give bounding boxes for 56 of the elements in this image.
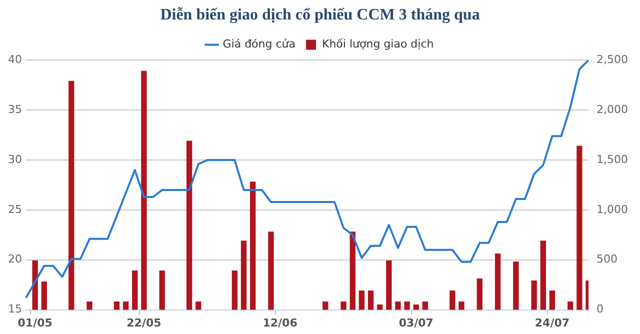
- bar: [141, 70, 147, 310]
- chart-title: Diễn biến giao dịch cổ phiếu CCM 3 tháng qua: [160, 6, 480, 24]
- x-tick-label: 24/07: [534, 316, 570, 330]
- y-tick-label: 25: [8, 202, 22, 216]
- bar: [32, 260, 38, 310]
- bar: [41, 282, 47, 310]
- legend-label: Khối lượng giao dịch: [322, 38, 434, 51]
- bar: [494, 254, 501, 310]
- bar: [450, 290, 456, 310]
- bar: [404, 301, 410, 310]
- y-tick-label: 15: [8, 302, 22, 316]
- bar: [540, 240, 546, 310]
- bar: [513, 262, 519, 310]
- bar: [122, 301, 129, 310]
- y-tick-label: 30: [8, 152, 22, 166]
- y2-tick-label: 1,500: [596, 152, 628, 166]
- bar: [232, 270, 238, 310]
- bar: [395, 301, 401, 310]
- bar: [268, 232, 274, 310]
- y2-tick-label: 0: [596, 302, 604, 316]
- bar: [413, 304, 419, 310]
- y-tick-label: 40: [8, 53, 22, 66]
- bar: [358, 290, 365, 310]
- bar: [422, 301, 428, 310]
- bar: [377, 304, 383, 310]
- bar: [549, 290, 556, 310]
- bar: [159, 270, 165, 310]
- y2-tick-label: 2,000: [596, 102, 628, 116]
- bar: [132, 270, 138, 310]
- legend-label: Giá đóng cửa: [222, 38, 296, 51]
- x-tick-label: 03/07: [398, 316, 434, 330]
- bar: [240, 240, 247, 310]
- bar: [350, 232, 356, 310]
- bar: [86, 301, 92, 310]
- bar: [568, 301, 574, 310]
- y2-tick-label: 500: [596, 252, 618, 266]
- bar: [196, 301, 202, 310]
- y2-tick-label: 1,000: [596, 202, 628, 216]
- bar: [576, 146, 582, 310]
- bar: [458, 301, 464, 310]
- x-tick-label: 22/05: [126, 316, 162, 330]
- bar: [68, 80, 74, 310]
- bar: [114, 301, 120, 310]
- bar: [531, 280, 537, 310]
- bar: [476, 278, 482, 310]
- bar: [386, 260, 392, 310]
- y-tick-label: 20: [8, 252, 22, 266]
- bar: [250, 182, 256, 310]
- x-tick-label: 12/06: [262, 316, 298, 330]
- bar: [368, 290, 374, 310]
- bar: [340, 301, 346, 310]
- bar: [322, 301, 328, 310]
- bar: [186, 140, 192, 310]
- y2-tick-label: 2,500: [596, 53, 628, 66]
- y-tick-label: 35: [8, 102, 22, 116]
- x-tick-label: 01/05: [18, 316, 52, 330]
